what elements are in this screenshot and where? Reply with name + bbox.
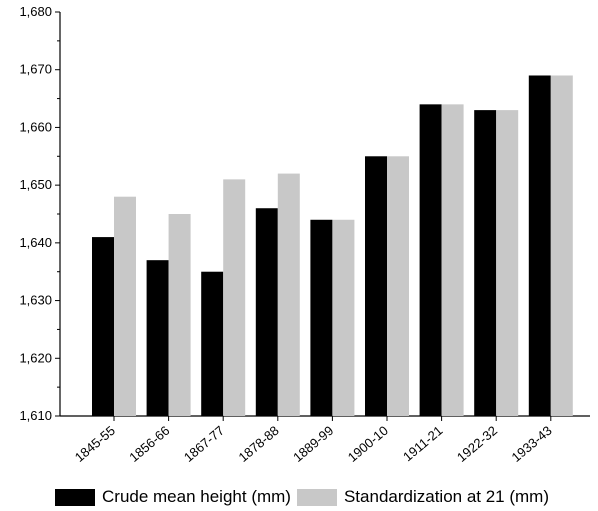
x-tick-label: 1900-10: [345, 423, 391, 465]
bar-1889-99-series-1: [310, 219, 333, 416]
x-tick-label: 1867-77: [181, 423, 227, 465]
bar-1922-32-series-2: [496, 110, 519, 416]
legend-item-series-2: Standardization at 21 (mm): [296, 487, 550, 507]
bar-1867-77-series-2: [223, 179, 246, 416]
chart-bars: [92, 75, 573, 417]
bar-1889-99-series-2: [332, 219, 355, 416]
x-tick-label: 1856-66: [126, 423, 172, 465]
y-tick-label: 1,620: [19, 350, 52, 365]
y-tick-label: 1,670: [19, 62, 52, 77]
y-tick-label: 1,680: [19, 4, 52, 19]
bar-1878-88-series-1: [255, 208, 278, 416]
bar-1856-66-series-2: [168, 214, 191, 416]
bar-1911-21-series-1: [419, 104, 442, 416]
bar-1845-55-series-2: [114, 196, 136, 416]
bar-1900-10-series-1: [365, 156, 387, 417]
bar-1911-21-series-2: [441, 104, 464, 416]
bar-1933-43-series-1: [528, 75, 551, 416]
y-tick-label: 1,630: [19, 293, 52, 308]
y-tick-label: 1,660: [19, 119, 52, 134]
y-tick-label: 1,650: [19, 177, 52, 192]
x-axis-ticks: 1845-55 1856-66 1867-77 1878-88 1889-99 1900-…: [72, 416, 555, 465]
bar-1933-43-series-2: [550, 75, 573, 416]
x-tick-label: 1878-88: [236, 423, 282, 465]
y-tick-label: 1,610: [19, 408, 52, 423]
bar-1900-10-series-2: [387, 156, 409, 417]
x-tick-label: 1889-99: [290, 423, 336, 465]
legend-label-series-2: Standardization at 21 (mm): [343, 487, 550, 506]
chart-legend: Crude mean height (mm) Standardization a…: [55, 486, 555, 508]
bar-1845-55-series-1: [92, 237, 114, 416]
x-tick-label: 1845-55: [72, 423, 118, 465]
x-tick-label: 1922-32: [454, 423, 500, 465]
legend-item-series-1: Crude mean height (mm): [55, 487, 291, 507]
x-tick-label: 1933-43: [509, 423, 555, 465]
bar-1878-88-series-2: [277, 173, 300, 416]
bar-1922-32-series-1: [474, 110, 497, 416]
y-axis-ticks: 1,610 1,620 1,630 1,640 1,650 1,660 1,670 1,680: [19, 4, 60, 423]
y-tick-label: 1,640: [19, 235, 52, 250]
legend-label-series-1: Crude mean height (mm): [102, 487, 291, 506]
legend-swatch-series-2: [296, 488, 337, 506]
bar-1856-66-series-1: [146, 260, 169, 416]
bar-1867-77-series-1: [201, 271, 224, 416]
legend-swatch-series-1: [55, 488, 95, 506]
x-tick-label: 1911-21: [400, 423, 445, 465]
